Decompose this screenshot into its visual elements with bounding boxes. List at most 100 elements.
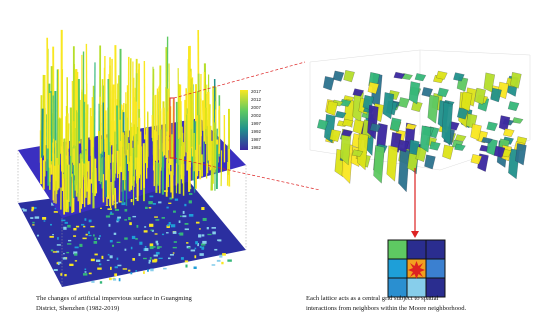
- map-cell: [50, 249, 54, 252]
- map-cell: [116, 218, 120, 222]
- map-cell: [43, 220, 46, 222]
- map-cell: [114, 208, 119, 211]
- facet: [427, 94, 439, 124]
- map-cell: [190, 249, 196, 252]
- left-caption: District, Shenzhen (1982-2019): [36, 305, 119, 312]
- facet: [352, 119, 365, 135]
- map-cell: [32, 224, 35, 226]
- map-cell: [144, 226, 147, 228]
- map-cell: [197, 243, 199, 247]
- map-cell: [144, 248, 149, 251]
- map-cell: [221, 261, 224, 265]
- map-cell: [148, 207, 152, 209]
- map-cell: [130, 198, 133, 203]
- map-cell: [152, 246, 156, 248]
- map-cell: [114, 266, 118, 269]
- facet: [429, 141, 441, 151]
- facet: [411, 101, 423, 112]
- map-cell: [73, 235, 77, 237]
- colorbar-label: 2012: [251, 97, 262, 102]
- map-cell: [148, 201, 153, 205]
- facet: [419, 125, 432, 153]
- map-cell: [83, 225, 86, 228]
- map-cell: [84, 268, 87, 271]
- facet: [441, 102, 453, 146]
- facet: [317, 119, 329, 130]
- map-cell: [144, 246, 147, 248]
- map-cell: [153, 254, 158, 257]
- map-cell: [195, 221, 200, 224]
- map-cell: [74, 246, 79, 249]
- colorbar-label: 2017: [251, 89, 262, 94]
- map-cell: [67, 243, 72, 245]
- map-cell: [74, 260, 78, 262]
- map-cell: [132, 258, 136, 261]
- map-cell: [156, 246, 160, 250]
- map-cell: [186, 242, 189, 244]
- facet: [470, 123, 482, 141]
- facet: [493, 145, 506, 158]
- map-cell: [188, 247, 191, 249]
- facet: [490, 87, 502, 103]
- map-cell: [184, 222, 189, 225]
- map-cell: [129, 222, 132, 226]
- facet: [341, 129, 353, 137]
- map-cell: [135, 238, 138, 240]
- map-cell: [23, 209, 27, 212]
- facet: [343, 70, 355, 83]
- colorbar-label: 2007: [251, 105, 262, 110]
- map-cell: [166, 232, 169, 234]
- map-cell: [200, 243, 206, 246]
- facet: [367, 82, 379, 95]
- map-cell: [172, 210, 176, 213]
- facet: [369, 123, 382, 133]
- map-cell: [143, 230, 148, 233]
- map-cell: [128, 216, 131, 220]
- map-cell: [149, 246, 154, 250]
- map-cell: [195, 241, 198, 245]
- map-cell: [155, 219, 160, 221]
- facet: [340, 128, 352, 166]
- map-cell: [166, 225, 170, 228]
- facet: [507, 101, 520, 111]
- map-cell: [63, 252, 65, 255]
- colorbar-label: 1987: [251, 137, 262, 142]
- map-cell: [163, 267, 167, 270]
- facet: [408, 81, 421, 105]
- map-cell: [188, 214, 194, 217]
- map-cell: [172, 231, 177, 234]
- map-cell: [154, 216, 158, 218]
- map-cell: [94, 253, 98, 256]
- axes-box: [309, 49, 531, 171]
- map-cell: [90, 258, 95, 262]
- map-cell: [144, 206, 148, 210]
- map-cell: [184, 203, 187, 207]
- map-cell: [172, 246, 177, 249]
- map-cell: [106, 259, 110, 261]
- map-cell: [149, 257, 152, 260]
- map-cell: [107, 253, 110, 256]
- facet: [461, 91, 473, 112]
- map-cell: [202, 217, 207, 221]
- facet: [470, 154, 482, 165]
- facet: [351, 149, 364, 157]
- map-cell: [155, 240, 159, 244]
- connector-lines: [173, 61, 321, 191]
- map-cell: [206, 227, 209, 230]
- map-cell: [21, 208, 25, 210]
- facet: [386, 145, 398, 182]
- map-cell: [182, 215, 187, 218]
- facet: [515, 143, 527, 166]
- map-cell: [110, 211, 113, 215]
- map-cell: [74, 253, 78, 256]
- map-cell: [92, 234, 95, 237]
- facet: [398, 148, 410, 193]
- map-cell: [201, 234, 205, 237]
- map-cell: [117, 216, 122, 219]
- left-caption: The changes of artificial impervious sur…: [36, 295, 193, 302]
- map-cell: [143, 271, 145, 274]
- map-cell: [85, 233, 88, 236]
- map-cell: [159, 246, 162, 248]
- facet: [334, 111, 347, 119]
- map-cell: [222, 253, 226, 256]
